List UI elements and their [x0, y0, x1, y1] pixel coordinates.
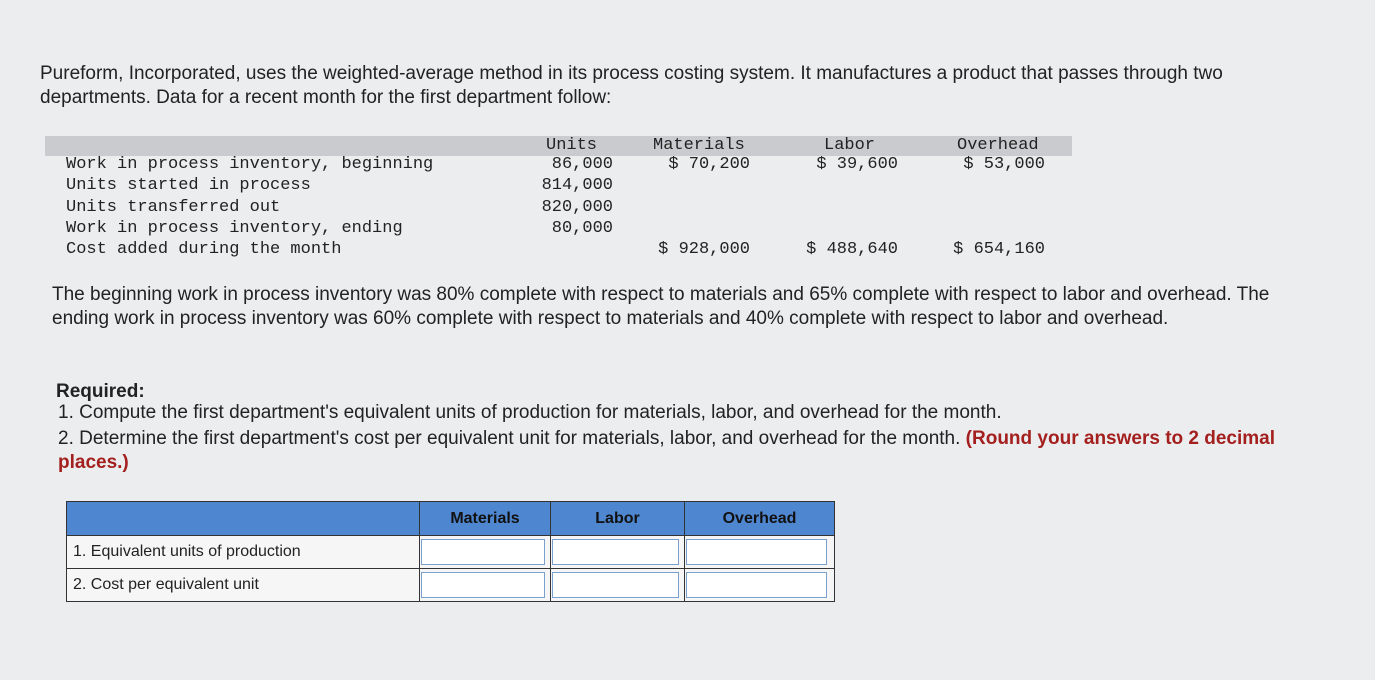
row-label: 2. Cost per equivalent unit — [66, 568, 420, 602]
cell-value: $ 53,000 — [963, 155, 1045, 174]
row-label: Work in process inventory, ending — [66, 218, 403, 238]
column-header: Labor — [824, 136, 876, 155]
row-label: Units transferred out — [66, 197, 281, 217]
intro: Pureform, Incorporated, uses the weighte… — [40, 63, 1223, 108]
completion-note: The beginning work in process inventory … — [52, 284, 1270, 329]
required-heading: Required: — [56, 381, 145, 402]
answer-row: 2. Cost per equivalent unit — [66, 568, 835, 602]
header-band — [45, 136, 1072, 156]
cell — [419, 535, 551, 569]
answer-input[interactable] — [686, 539, 828, 565]
cell — [684, 568, 835, 602]
answer-input[interactable] — [421, 539, 545, 565]
cell-value: $ 928,000 — [658, 240, 750, 260]
header-row: Materials Labor Overhead — [66, 501, 835, 536]
required-item: 2. Determine the first department's cost… — [58, 427, 1318, 475]
cell — [684, 535, 835, 569]
answer-table: Materials Labor Overhead 1. Equivalent u… — [66, 501, 835, 602]
column-header: Materials — [419, 501, 551, 536]
answer-row: 1. Equivalent units of production — [66, 535, 835, 569]
row-label: Cost added during the month — [66, 240, 342, 260]
answer-input[interactable] — [552, 539, 679, 565]
column-header: Materials — [653, 136, 745, 155]
cell-value: 820,000 — [541, 197, 613, 217]
cell — [550, 568, 685, 602]
cell-value: 814,000 — [541, 176, 613, 196]
answer-input[interactable] — [421, 572, 545, 598]
row-label: 1. Equivalent units of production — [66, 535, 420, 569]
column-header: Overhead — [684, 501, 835, 536]
row-label: Work in process inventory, beginning — [66, 155, 434, 174]
cell-value: $ 488,640 — [806, 240, 898, 260]
answer-input[interactable] — [686, 572, 828, 598]
cell-value: $ 654,160 — [953, 240, 1045, 260]
corner — [66, 501, 420, 536]
cell — [550, 535, 685, 569]
required-emphasis: (Round your answers to 2 decimal places.… — [58, 428, 1276, 473]
cell-value: $ 39,600 — [816, 155, 898, 174]
column-header: Labor — [550, 501, 685, 536]
row-label: Units started in process — [66, 176, 311, 196]
required-text: 2. Determine the first department's cost… — [58, 428, 961, 449]
cell-value: 86,000 — [551, 155, 613, 174]
cell-value: 80,000 — [551, 218, 613, 238]
required-item: 1. Compute the first department's equiva… — [58, 402, 1002, 423]
column-header: Overhead — [957, 136, 1039, 155]
cell — [419, 568, 551, 602]
answer-input[interactable] — [552, 572, 679, 598]
cell-value: $ 70,200 — [668, 155, 750, 174]
column-header: Units — [546, 136, 598, 155]
